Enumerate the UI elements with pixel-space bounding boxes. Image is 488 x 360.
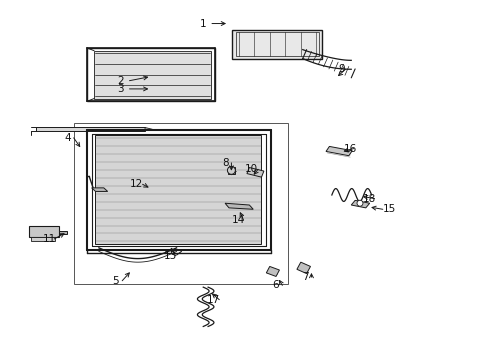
- Polygon shape: [227, 167, 235, 174]
- Polygon shape: [91, 188, 107, 192]
- Polygon shape: [296, 262, 310, 274]
- Text: 3: 3: [117, 84, 124, 94]
- Polygon shape: [145, 127, 152, 131]
- Text: 2: 2: [117, 76, 124, 86]
- Text: 7: 7: [301, 272, 308, 282]
- Text: 16: 16: [343, 144, 356, 154]
- Circle shape: [227, 166, 235, 174]
- Polygon shape: [36, 127, 145, 131]
- Polygon shape: [325, 147, 351, 156]
- Polygon shape: [59, 231, 67, 234]
- Text: 10: 10: [244, 164, 258, 174]
- Polygon shape: [28, 226, 59, 237]
- Polygon shape: [95, 135, 261, 244]
- Polygon shape: [266, 266, 279, 276]
- Text: 15: 15: [382, 204, 395, 214]
- Polygon shape: [94, 51, 210, 99]
- Polygon shape: [224, 203, 253, 209]
- Text: 12: 12: [130, 179, 143, 189]
- Polygon shape: [246, 167, 264, 177]
- Text: 13: 13: [164, 251, 177, 261]
- Text: 1: 1: [200, 18, 206, 28]
- Text: 11: 11: [43, 234, 56, 244]
- Text: 17: 17: [206, 295, 219, 305]
- Text: 9: 9: [338, 64, 344, 74]
- Text: 5: 5: [112, 276, 119, 286]
- Text: 14: 14: [232, 215, 245, 225]
- Text: 8: 8: [222, 158, 228, 168]
- Text: 4: 4: [64, 133, 71, 143]
- Circle shape: [356, 200, 362, 206]
- Polygon shape: [232, 30, 322, 59]
- Polygon shape: [350, 201, 369, 208]
- Text: 6: 6: [272, 280, 279, 291]
- Polygon shape: [31, 237, 55, 241]
- Text: 18: 18: [362, 194, 376, 203]
